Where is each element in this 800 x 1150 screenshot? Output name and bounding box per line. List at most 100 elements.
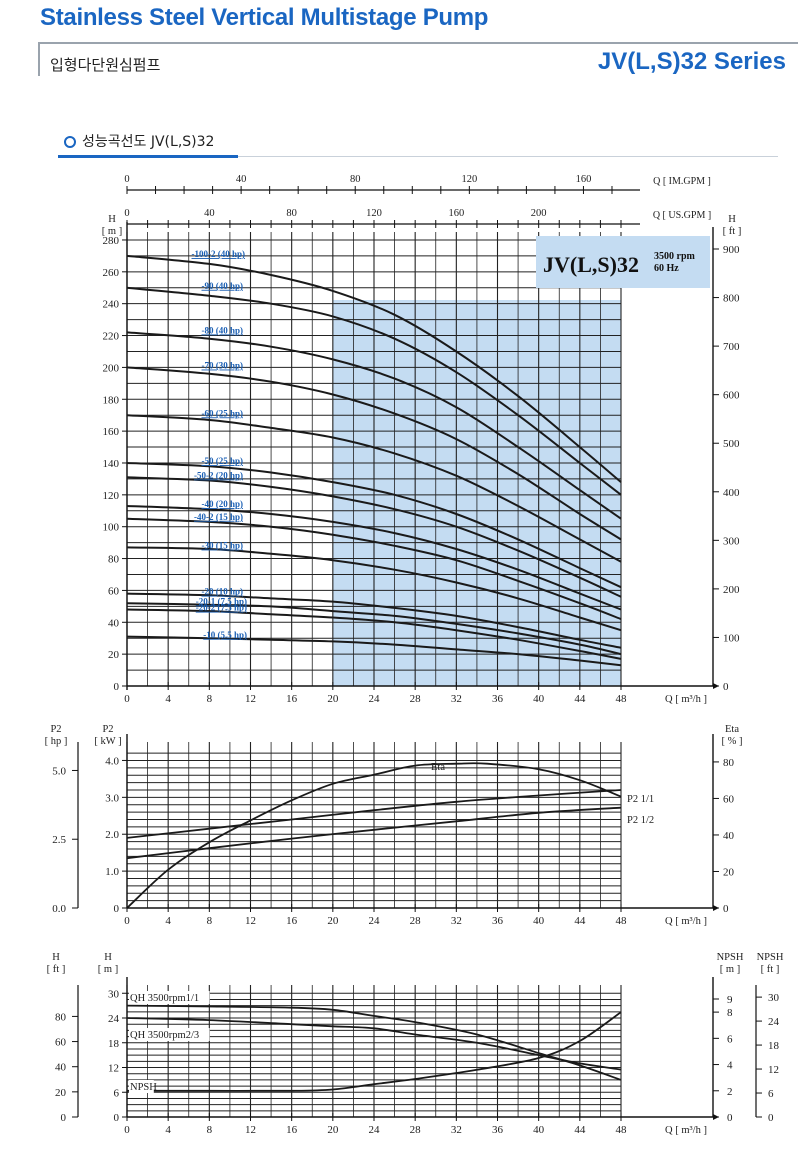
y-left-axis-label-unit: [ m ] [98,964,118,975]
qh-curve-label: -90 (40 hp) [201,281,243,291]
y-left-outer-axis-label: P2 [50,724,61,735]
top-axis-tick-label: 0 [124,174,129,185]
qh-curve-label: -80 (40 hp) [201,325,243,335]
y-left-outer-tick-label: 40 [55,1062,67,1074]
x-axis-arrow-icon [713,905,719,911]
qh-curve-label: -40-2 (15 hp) [194,512,243,522]
eta-curve-label: Eta [431,762,445,773]
y-right-axis-label-unit: [ % ] [722,736,743,747]
x-tick-label: 44 [574,915,586,927]
y-right-tick-label: 8 [727,1007,733,1019]
section-rule-accent [58,155,238,158]
x-tick-label: 0 [124,915,130,927]
qh-curve [126,505,622,611]
y-left-tick-label: 140 [103,458,120,470]
y-right-axis-label: H [728,214,736,225]
p2-half-curve-label: P2 1/2 [627,815,654,826]
x-tick-label: 36 [492,915,504,927]
y-right-tick-label: 100 [723,632,740,644]
y-left-tick-label: 4.0 [105,755,119,767]
y-left-tick-label: 60 [108,585,120,597]
x-tick-label: 0 [124,693,130,705]
y-right-tick-label: 6 [727,1033,733,1045]
y-left-axis-label-unit: [ m ] [102,226,122,237]
y-left-tick-label: 12 [108,1063,119,1075]
x-axis-label: Q [ m³/h ] [665,694,707,705]
y-right-tick-label: 500 [723,438,740,450]
qh-curve [126,546,622,632]
y-right-tick-label: 80 [723,757,735,769]
x-tick-label: 28 [410,693,422,705]
y-left-outer-axis-label-unit: [ hp ] [45,736,68,747]
top-axis-label: Q [ IM.GPM ] [653,176,711,187]
x-tick-label: 24 [369,1124,381,1136]
qh-curve-label: -40 (20 hp) [201,499,243,509]
x-tick-label: 0 [124,1124,130,1136]
y-right-tick-label: 600 [723,390,740,402]
x-tick-label: 4 [165,1124,171,1136]
x-tick-label: 32 [451,915,462,927]
y-left-tick-label: 3.0 [105,792,119,804]
small-curve-label: QH 3500rpm1/1 [130,993,199,1004]
y-right-tick-label: 800 [723,293,740,305]
top-axis-tick-label: 0 [124,208,129,219]
small-curve-label-bg [129,991,210,1004]
section-rule [58,156,778,157]
top-axis-tick-label: 160 [576,174,592,185]
qh-curve [126,517,622,621]
y-right-tick-label: 900 [723,244,740,256]
y-right-outer-tick-label: 12 [768,1064,779,1076]
y-left-axis-label: H [108,214,116,225]
y-left-tick-label: 40 [108,617,120,629]
power-curve [126,762,622,909]
x-tick-label: 28 [410,1124,422,1136]
x-axis-arrow-icon [713,683,719,689]
qh-curve [126,366,622,541]
y-right-tick-label: 0 [723,681,729,693]
y-right-tick-label: 200 [723,584,740,596]
qh-curve-label: -50-2 (20 hp) [194,470,243,480]
x-tick-label: 4 [165,915,171,927]
y-left-outer-tick-label: 0 [61,1112,67,1124]
x-tick-label: 8 [207,693,213,705]
x-tick-label: 20 [327,1124,339,1136]
y-left-tick-label: 280 [103,235,120,247]
x-tick-label: 12 [245,1124,256,1136]
y-right-tick-label: 9 [727,994,733,1006]
qh-curve [126,414,622,563]
x-tick-label: 32 [451,1124,462,1136]
x-tick-label: 8 [207,1124,213,1136]
x-tick-label: 28 [410,915,422,927]
y-right-axis-label: Eta [725,724,739,735]
y-right-tick-label: 2 [727,1086,733,1098]
qh-curve [126,592,622,649]
qh-curve-label: -100-2 (40 hp) [192,249,246,259]
y-left-tick-label: 0 [114,1112,120,1124]
qh-curve [126,608,622,660]
model-box-rpm: 3500 rpm [654,251,696,262]
qh-curve [126,635,622,667]
qh-curve-label: -20-2 (7.5 hp) [196,603,247,613]
x-tick-label: 32 [451,693,462,705]
x-tick-label: 8 [207,915,213,927]
y-left-tick-label: 6 [114,1087,120,1099]
y-left-outer-tick-label: 0.0 [52,903,66,915]
qh-curve-label: -10 (5.5 hp) [203,630,247,640]
x-tick-label: 48 [616,915,628,927]
qh-curve [126,254,622,483]
y-right-tick-label: 700 [723,341,740,353]
top-axis-tick-label: 120 [461,174,477,185]
y-left-tick-label: 24 [108,1013,120,1025]
qh-curve-label: -20-1 (7.5 hp) [196,596,247,606]
top-axis-tick-label: 200 [531,208,547,219]
y-right-tick-label: 4 [727,1060,733,1072]
small-curve [127,1011,622,1092]
y-left-tick-label: 100 [103,522,120,534]
qh-curve [126,286,622,496]
x-tick-label: 12 [245,915,256,927]
y-right-outer-axis-label-unit: [ ft ] [761,964,780,975]
y-left-tick-label: 0 [114,681,120,693]
y-left-outer-tick-label: 5.0 [52,765,66,777]
y-right-tick-label: 40 [723,830,735,842]
